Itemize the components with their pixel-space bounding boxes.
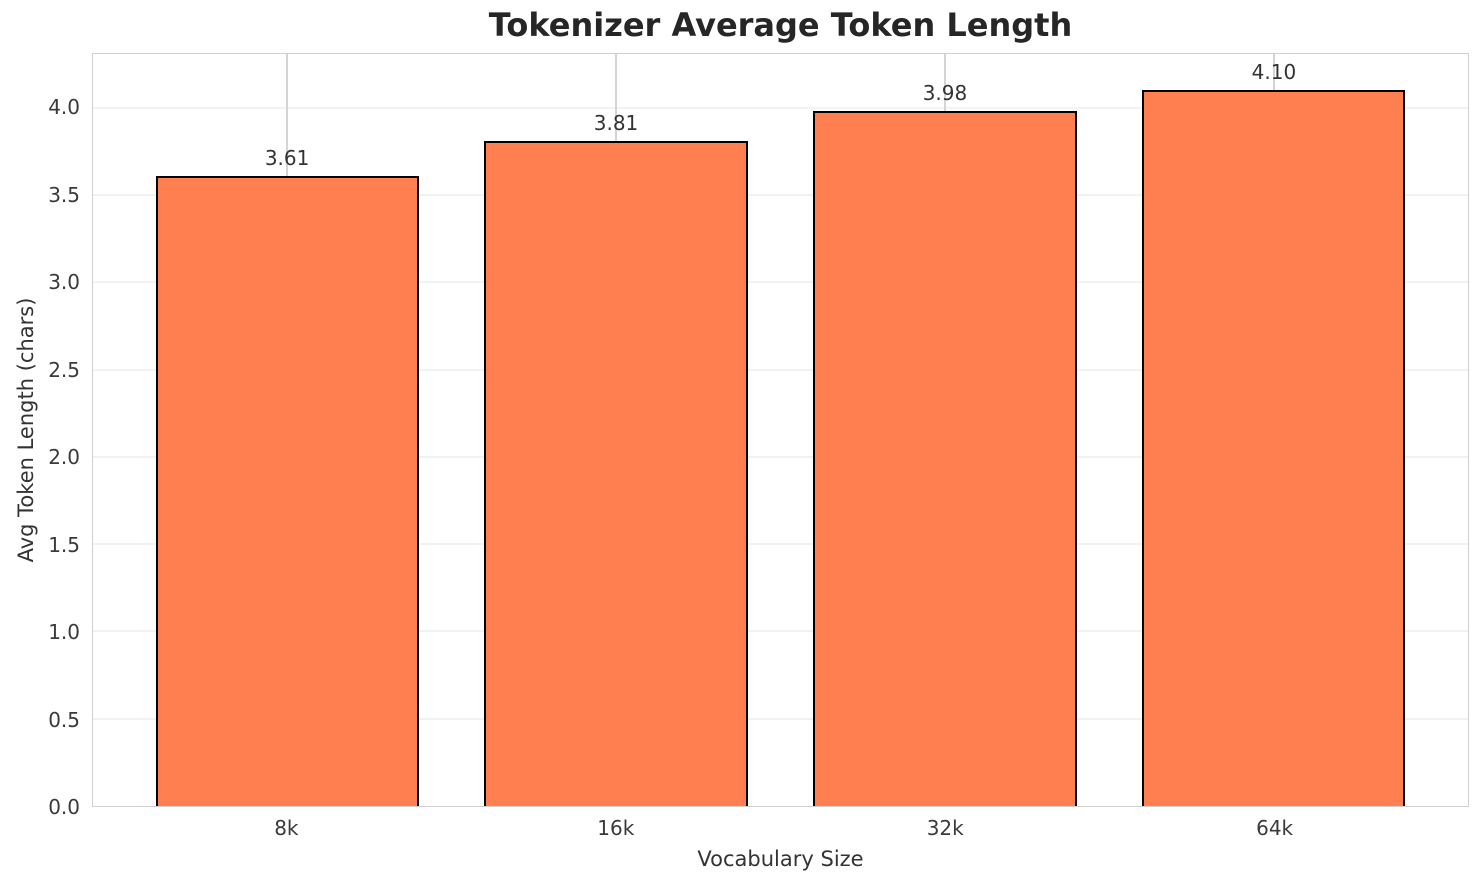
bar-value-label-16k: 3.81 bbox=[593, 111, 639, 136]
y-tick-label-1.0: 1.0 bbox=[48, 620, 80, 644]
y-tick-label-2.0: 2.0 bbox=[48, 445, 80, 469]
horizontal-gridline-1.5 bbox=[93, 543, 1468, 546]
horizontal-gridline-0.5 bbox=[93, 717, 1468, 720]
bar-64k bbox=[1142, 90, 1406, 806]
horizontal-gridline-2.0 bbox=[93, 455, 1468, 458]
horizontal-gridline-2.5 bbox=[93, 368, 1468, 371]
x-tick-label-64k: 64k bbox=[1256, 816, 1294, 840]
y-tick-label-0.0: 0.0 bbox=[48, 795, 80, 819]
x-axis-label: Vocabulary Size bbox=[697, 847, 864, 871]
horizontal-gridline-4.0 bbox=[93, 106, 1468, 109]
horizontal-gridline-3.5 bbox=[93, 194, 1468, 197]
y-axis-label: Avg Token Length (chars) bbox=[14, 297, 38, 563]
bar-value-label-32k: 3.98 bbox=[922, 81, 968, 106]
y-tick-label-1.5: 1.5 bbox=[48, 532, 80, 557]
chart-title: Tokenizer Average Token Length bbox=[488, 6, 1073, 44]
bar-value-label-64k: 4.10 bbox=[1251, 60, 1297, 85]
y-tick-label-2.5: 2.5 bbox=[48, 357, 80, 382]
x-tick-label-16k: 16k bbox=[597, 816, 635, 840]
y-tick-label-3.0: 3.0 bbox=[48, 270, 80, 294]
horizontal-gridline-1.0 bbox=[93, 630, 1468, 633]
y-tick-label-3.5: 3.5 bbox=[48, 182, 80, 207]
y-tick-label-0.5: 0.5 bbox=[48, 707, 80, 732]
bar-32k bbox=[813, 111, 1077, 806]
y-tick-label-4.0: 4.0 bbox=[48, 95, 80, 119]
x-tick-label-32k: 32k bbox=[926, 816, 964, 840]
horizontal-gridline-3.0 bbox=[93, 281, 1468, 284]
x-tick-label-8k: 8k bbox=[274, 816, 299, 840]
bar-16k bbox=[484, 141, 748, 806]
bar-value-label-8k: 3.61 bbox=[264, 145, 310, 170]
bar-8k bbox=[155, 175, 419, 806]
plot-area: 3.61 3.81 3.98 4.10 bbox=[92, 53, 1469, 807]
